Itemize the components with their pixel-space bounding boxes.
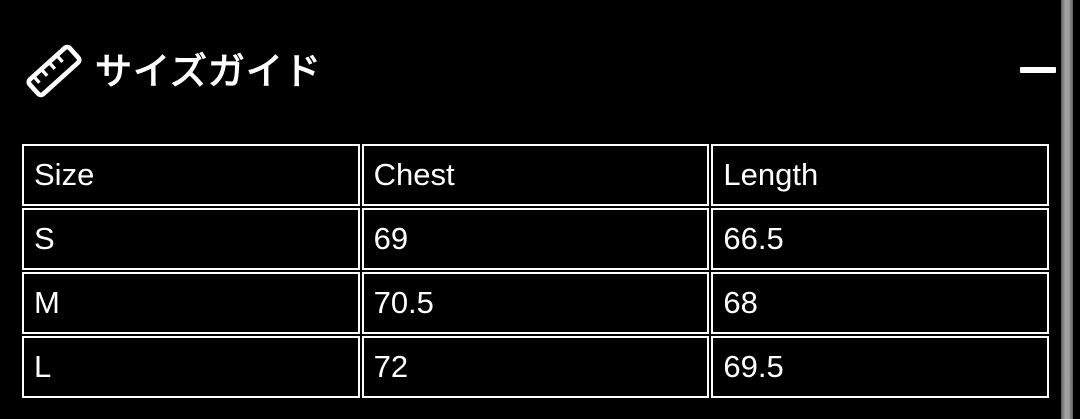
cell-chest: 72 [361, 336, 710, 398]
table-header-row: Size Chest Length [22, 144, 1049, 206]
section-title: サイズガイド [95, 50, 322, 92]
scrollbar[interactable] [1061, 0, 1073, 419]
table-row: L 72 69.5 [22, 336, 1049, 398]
cell-length: 66.5 [711, 208, 1049, 270]
cell-length: 68 [711, 272, 1049, 334]
cell-length: 69.5 [711, 336, 1049, 398]
cell-chest: 69 [361, 208, 710, 270]
header-cell-size: Size [22, 144, 360, 206]
size-guide-section-header[interactable]: サイズガイド [26, 43, 1000, 99]
cell-size: M [22, 272, 360, 334]
ruler-icon [26, 44, 82, 98]
cell-chest: 70.5 [361, 272, 710, 334]
scrollbar-thumb[interactable] [1061, 0, 1073, 419]
table-row: S 69 66.5 [22, 208, 1049, 270]
collapse-button[interactable] [1020, 56, 1068, 84]
header-cell-length: Length [711, 144, 1049, 206]
size-guide-table: Size Chest Length S 69 66.5 M 70.5 68 L … [20, 142, 1051, 400]
minus-icon [1020, 67, 1056, 73]
cell-size: S [22, 208, 360, 270]
cell-size: L [22, 336, 360, 398]
table-row: M 70.5 68 [22, 272, 1049, 334]
header-cell-chest: Chest [361, 144, 710, 206]
